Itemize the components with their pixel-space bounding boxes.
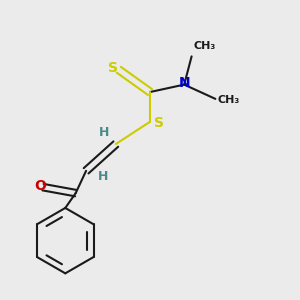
Text: S: S bbox=[154, 116, 164, 130]
Text: H: H bbox=[98, 170, 109, 183]
Text: O: O bbox=[35, 179, 46, 193]
Text: CH₃: CH₃ bbox=[193, 41, 215, 51]
Text: CH₃: CH₃ bbox=[218, 95, 240, 105]
Text: S: S bbox=[108, 61, 118, 75]
Text: H: H bbox=[99, 126, 110, 139]
Text: N: N bbox=[178, 76, 190, 90]
